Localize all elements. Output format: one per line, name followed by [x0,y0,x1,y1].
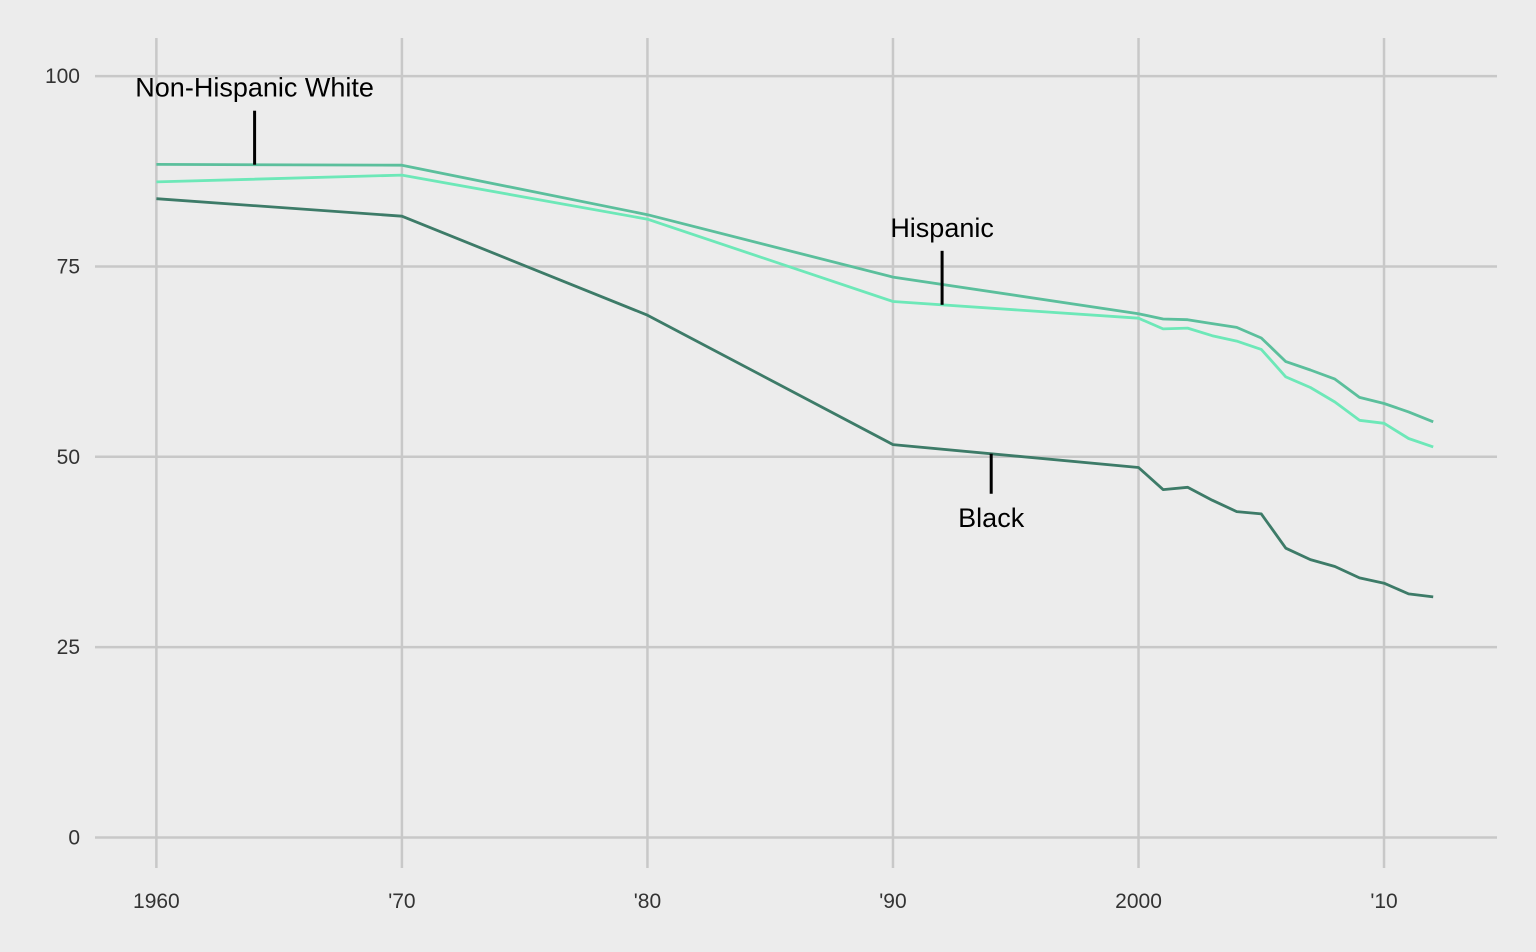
y-tick-label: 75 [57,255,80,278]
series-line [156,197,1434,599]
series-lines [156,163,1434,599]
x-tick-label: '70 [388,890,415,913]
x-tick-label: 2000 [1115,890,1162,913]
y-tick-label: 50 [57,446,80,469]
x-tick-label: '90 [879,890,906,913]
x-tick-label: 1960 [133,890,180,913]
series-annotations: Non-Hispanic White Hispanic Black [135,73,1024,533]
annotation-label: Hispanic [890,213,994,243]
y-tick-label: 100 [45,65,80,88]
y-tick-label: 0 [68,827,80,850]
series-line [156,163,1434,424]
y-gridlines [95,74,1497,839]
x-axis-tick-labels: 1960 '70 '80 '90 2000 '10 [133,890,1398,913]
y-tick-label: 25 [57,636,80,659]
y-axis-tick-labels: 0 25 50 75 100 [45,65,80,849]
x-tick-label: '10 [1370,890,1397,913]
series-line [156,173,1434,449]
annotation-label: Black [958,503,1025,533]
x-gridlines [155,38,1386,868]
x-tick-label: '80 [634,890,661,913]
annotation-label: Non-Hispanic White [135,73,374,103]
